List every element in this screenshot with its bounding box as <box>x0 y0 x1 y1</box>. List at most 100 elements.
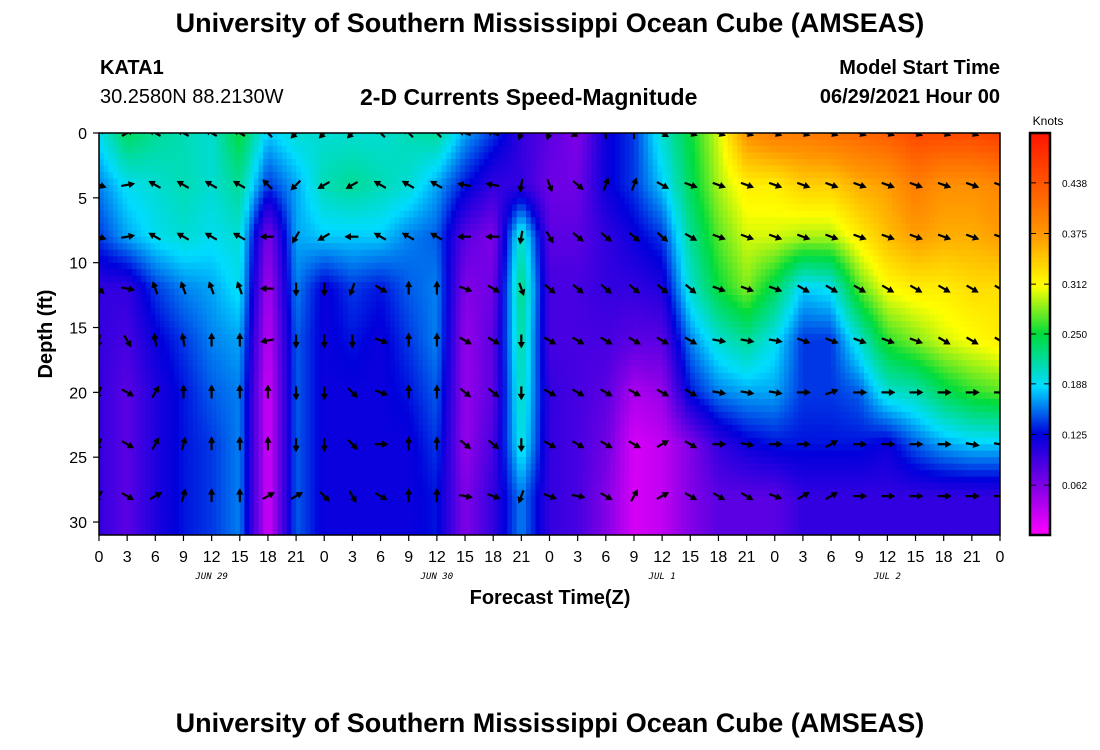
heatmap-cell <box>117 483 124 491</box>
heatmap-cell <box>155 269 161 277</box>
heatmap-cell <box>394 152 400 160</box>
heatmap-cell <box>418 483 424 491</box>
heatmap-cell <box>399 184 405 192</box>
heatmap-cell <box>296 249 302 257</box>
heatmap-cell <box>338 385 344 393</box>
heatmap-cell <box>389 366 396 374</box>
heatmap-cell <box>441 366 447 374</box>
heatmap-cell <box>263 165 269 173</box>
heatmap-cell <box>221 269 227 277</box>
heatmap-cell <box>277 450 283 458</box>
heatmap-cell <box>427 158 433 167</box>
heatmap-cell <box>394 184 400 192</box>
heatmap-cell <box>366 346 372 355</box>
heatmap-cell <box>216 496 222 504</box>
heatmap-cell <box>347 204 353 212</box>
heatmap-cell <box>286 379 292 387</box>
heatmap-cell <box>310 171 316 179</box>
heatmap-cell <box>225 528 231 535</box>
heatmap-cell <box>235 165 241 173</box>
heatmap-cell <box>375 139 382 147</box>
heatmap-cell <box>145 262 152 270</box>
heatmap-cell <box>371 372 377 380</box>
heatmap-cell <box>169 301 175 309</box>
heatmap-cell <box>113 463 119 471</box>
heatmap-cell <box>385 392 391 400</box>
heatmap-cell <box>366 366 372 374</box>
heatmap-cell <box>169 262 175 270</box>
heatmap-cell <box>375 366 382 374</box>
heatmap-cell <box>385 184 391 192</box>
heatmap-cell <box>267 243 274 251</box>
heatmap-cell <box>103 359 109 368</box>
heatmap-cell <box>432 346 438 355</box>
heatmap-cell <box>267 145 274 154</box>
heatmap-cell <box>343 340 349 348</box>
heatmap-cell <box>469 398 476 406</box>
heatmap-cell <box>183 184 189 192</box>
heatmap-cell <box>460 398 466 406</box>
heatmap-cell <box>211 502 217 510</box>
heatmap-cell <box>99 165 105 173</box>
heatmap-cell <box>150 236 156 244</box>
heatmap-cell <box>469 366 476 374</box>
heatmap-cell <box>352 308 358 316</box>
heatmap-cell <box>183 269 189 277</box>
heatmap-cell <box>122 171 128 179</box>
heatmap-cell <box>338 489 344 497</box>
heatmap-cell <box>155 424 161 432</box>
heatmap-cell <box>343 392 349 400</box>
heatmap-cell <box>408 496 415 504</box>
heatmap-cell <box>422 288 429 296</box>
heatmap-cell <box>192 463 199 471</box>
heatmap-cell <box>399 463 405 471</box>
heatmap-cell <box>286 308 292 316</box>
heatmap-cell <box>375 243 382 251</box>
heatmap-cell <box>394 470 400 478</box>
heatmap-cell <box>192 418 199 426</box>
heatmap-cell <box>211 346 217 355</box>
heatmap-cell <box>422 158 429 167</box>
heatmap-cell <box>225 366 231 374</box>
heatmap-cell <box>347 353 353 361</box>
heatmap-cell <box>235 139 241 147</box>
heatmap-cell <box>291 301 297 309</box>
heatmap-cell <box>305 139 311 147</box>
heatmap-cell <box>310 145 316 154</box>
heatmap-cell <box>150 171 156 179</box>
heatmap-cell <box>188 340 194 348</box>
heatmap-cell <box>375 321 382 329</box>
heatmap-cell <box>169 308 175 316</box>
heatmap-cell <box>216 243 222 251</box>
heatmap-cell <box>160 230 166 238</box>
heatmap-cell <box>235 295 241 303</box>
heatmap-cell <box>286 502 292 510</box>
heatmap-cell <box>352 372 358 380</box>
heatmap-cell <box>244 269 250 277</box>
heatmap-cell <box>286 398 292 406</box>
heatmap-cell <box>328 256 335 264</box>
heatmap-cell <box>450 463 457 471</box>
heatmap-cell <box>206 411 213 419</box>
heatmap-cell <box>131 262 138 270</box>
heatmap-cell <box>127 301 133 309</box>
heatmap-cell <box>211 522 217 530</box>
heatmap-cell <box>455 340 461 348</box>
heatmap-cell <box>239 321 246 329</box>
heatmap-cell <box>136 496 142 504</box>
heatmap-cell <box>197 191 203 199</box>
heatmap-cell <box>103 509 109 517</box>
heatmap-cell <box>202 359 208 368</box>
heatmap-cell <box>305 353 311 361</box>
heatmap-cell <box>188 230 194 238</box>
heatmap-cell <box>160 359 166 368</box>
heatmap-cell <box>338 457 344 465</box>
heatmap-cell <box>188 236 194 244</box>
heatmap-cell <box>197 236 203 244</box>
heatmap-cell <box>150 431 156 439</box>
heatmap-cell <box>225 437 231 445</box>
heatmap-cell <box>230 321 236 329</box>
heatmap-cell <box>253 457 260 465</box>
heatmap-cell <box>300 379 307 387</box>
heatmap-cell <box>164 372 170 380</box>
